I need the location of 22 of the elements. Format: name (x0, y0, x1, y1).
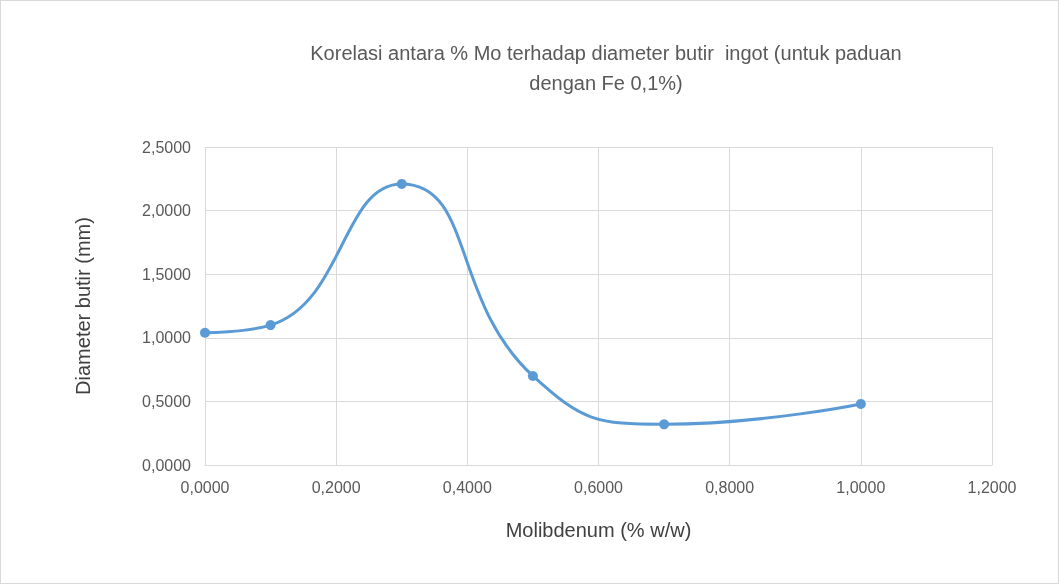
x-tick-label: 1,0000 (836, 478, 886, 496)
chart-title: Korelasi antara % Mo terhadap diameter butir ingot (untuk paduan dengan Fe 0,1%) (310, 42, 902, 94)
y-tick-label: 0,5000 (142, 392, 192, 410)
y-axis-title: Diameter butir (mm) (72, 217, 94, 395)
point (527, 370, 538, 381)
y-tick-label: 2,5000 (142, 138, 192, 156)
y-tick-label: 2,0000 (142, 202, 192, 220)
point (265, 320, 276, 331)
y-tick-label: 1,0000 (142, 329, 192, 347)
x-tick-label: 0,0000 (180, 478, 230, 496)
point (659, 419, 670, 430)
point (396, 178, 407, 189)
x-tick-label: 0,2000 (311, 478, 361, 496)
point (855, 398, 866, 409)
x-tick-label: 1,2000 (967, 478, 1017, 496)
x-tick-label: 0,4000 (442, 478, 492, 496)
x-tick-label: 0,8000 (705, 478, 755, 496)
x-axis-title: Molibdenum (% w/w) (505, 519, 692, 541)
x-tick-label: 0,6000 (574, 478, 624, 496)
point (200, 327, 210, 338)
y-tick-label: 0,0000 (142, 456, 192, 474)
y-tick-label: 1,5000 (142, 265, 192, 283)
